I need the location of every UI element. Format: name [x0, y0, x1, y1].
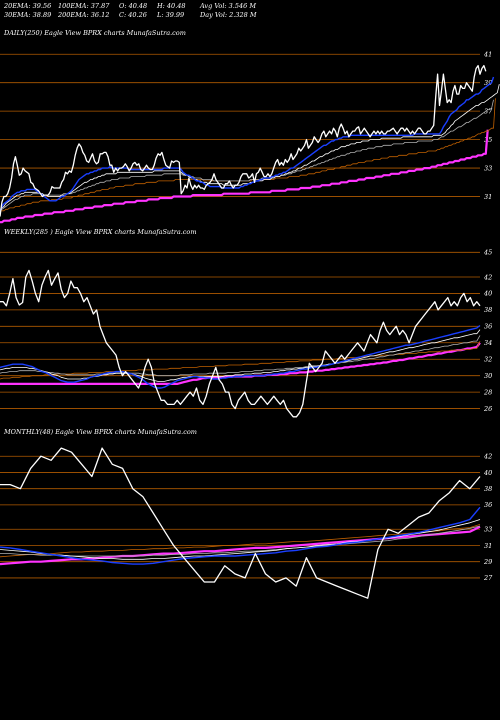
- stat-day-vol: Day Vol: 2.328 M: [200, 11, 257, 19]
- stat-open: O: 40.48: [119, 2, 148, 10]
- monthly-y-tick-label: 36: [484, 501, 492, 509]
- daily-y-tick-label: 33: [484, 164, 492, 172]
- weekly-y-tick-label: 30: [484, 372, 492, 380]
- weekly-y-tick-label: 34: [484, 339, 492, 347]
- daily-ema200-line: [0, 129, 489, 224]
- weekly-y-tick-label: 40: [483, 290, 492, 298]
- panel-title-monthly: MONTHLY(48) Eagle View BPRX charts Munaf…: [4, 428, 197, 436]
- monthly-y-tick-label: 31: [484, 542, 492, 550]
- weekly-y-tick-label: 36: [484, 323, 492, 331]
- stat-low: L: 39.99: [157, 11, 185, 19]
- weekly-y-tick-label: 26: [483, 405, 492, 413]
- daily-y-tick-label: 37: [484, 107, 493, 115]
- weekly-price-line: [0, 269, 481, 418]
- stat-100ema: 100EMA: 37.87: [58, 2, 110, 10]
- weekly-ema20-line: [0, 324, 481, 389]
- weekly-y-tick-label: 42: [483, 273, 492, 281]
- monthly-ema30-line: [0, 519, 481, 560]
- weekly-ema30-line: [0, 329, 481, 382]
- weekly-y-tick-label: 28: [483, 388, 492, 396]
- weekly-ema100-line: [0, 340, 481, 380]
- monthly-y-tick-label: 42: [483, 453, 492, 461]
- stat-close: C: 40.26: [119, 11, 147, 19]
- stat-avg-vol: Avg Vol: 3.546 M: [200, 2, 257, 10]
- weekly-ema50-line: [0, 335, 481, 377]
- panel-title-daily: DAILY(250) Eagle View BPRX charts Munafa…: [4, 29, 186, 37]
- daily-y-tick-label: 31: [484, 193, 492, 201]
- monthly-y-tick-label: 33: [484, 526, 492, 534]
- daily-ema20-line: [0, 76, 495, 212]
- weekly-y-tick-label: 45: [483, 249, 492, 257]
- daily-ema50-line: [0, 99, 494, 212]
- daily-y-tick-label: 35: [484, 136, 492, 144]
- daily-price-line: [0, 64, 487, 217]
- weekly-y-tick-label: 38: [484, 306, 492, 314]
- monthly-ema100-line: [0, 524, 481, 558]
- panel-title-weekly: WEEKLY(285 ) Eagle View BPRX charts Muna…: [4, 228, 197, 236]
- stat-high: H: 40.48: [157, 2, 186, 10]
- stat-200ema: 200EMA: 36.12: [58, 11, 110, 19]
- daily-panel: 41 39 37 35 33 31: [0, 51, 500, 224]
- monthly-price-line: [0, 447, 481, 599]
- monthly-y-tick-label: 40: [483, 469, 492, 477]
- weekly-y-tick-label: 32: [484, 356, 492, 364]
- monthly-y-tick-label: 27: [483, 574, 493, 582]
- monthly-panel: 42 40 38 36 33 31 29 27: [0, 447, 493, 599]
- weekly-panel: 45 42 40 38 36 34 32 30 28 26: [0, 249, 492, 418]
- stat-20ema: 20EMA: 39.56: [4, 2, 52, 10]
- stat-30ema: 30EMA: 38.89: [4, 11, 52, 19]
- monthly-y-tick-label: 38: [484, 485, 492, 493]
- weekly-ema200-line: [0, 342, 481, 385]
- daily-y-tick-label: 39: [484, 79, 492, 87]
- daily-y-tick-label: 41: [483, 51, 492, 59]
- monthly-y-tick-label: 29: [483, 558, 492, 566]
- monthly-ema50-line: [0, 525, 481, 557]
- monthly-ema20-line: [0, 506, 481, 565]
